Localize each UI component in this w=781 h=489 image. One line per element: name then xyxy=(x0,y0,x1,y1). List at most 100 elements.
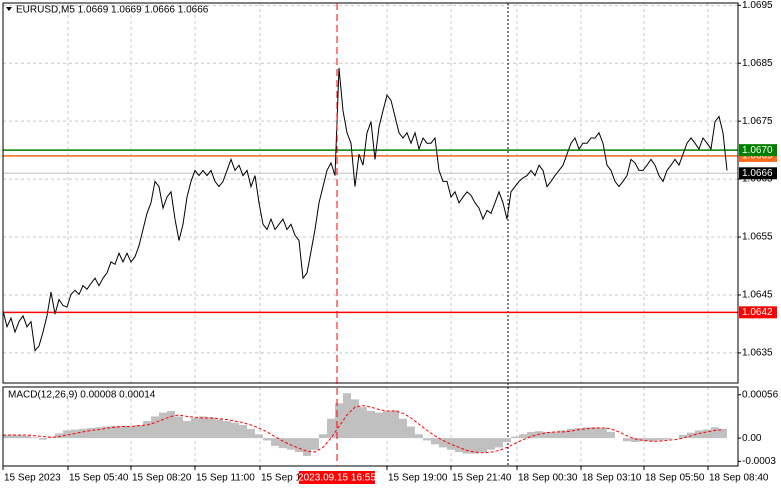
histogram-bar xyxy=(631,438,639,442)
histogram-bar xyxy=(399,418,407,439)
histogram-bar xyxy=(231,422,239,439)
histogram-bar xyxy=(55,433,63,439)
histogram-bar xyxy=(143,421,151,439)
y-tick-label: 1.0695 xyxy=(742,0,773,11)
y-tick-label: 1.0655 xyxy=(742,232,773,243)
cursor-label: 2023.09.15 16:55 xyxy=(298,473,376,484)
x-tick-label: 15 Sep 13:40 xyxy=(261,473,321,484)
y-tick-label: 1.0635 xyxy=(742,348,773,359)
histogram-bar xyxy=(23,435,31,439)
histogram-bar xyxy=(95,427,103,439)
title-icon xyxy=(6,7,12,11)
y-tick-label: -0.0003 xyxy=(742,456,776,467)
histogram-bar xyxy=(351,399,359,439)
y-tick-label: 1.0685 xyxy=(742,58,773,69)
histogram-bar xyxy=(439,438,447,448)
x-tick-label: 15 Sep 05:40 xyxy=(69,473,129,484)
histogram-bar xyxy=(223,421,231,439)
histogram-bar xyxy=(463,438,471,454)
histogram-bar xyxy=(599,428,607,439)
histogram-bar xyxy=(359,407,367,439)
level-label-box xyxy=(739,144,777,157)
histogram-bar xyxy=(423,438,431,441)
histogram-bar xyxy=(215,419,223,439)
histogram-bar xyxy=(47,437,55,439)
histogram-bar xyxy=(511,436,519,439)
histogram-bar xyxy=(431,438,439,445)
histogram-bar xyxy=(527,431,535,439)
histogram-bar xyxy=(367,411,375,439)
histogram-bar xyxy=(623,438,631,442)
histogram-bar xyxy=(503,438,511,442)
cursor-label-box xyxy=(299,471,375,484)
x-tick-label: 15 Sep 19:00 xyxy=(388,473,448,484)
histogram-bar xyxy=(103,426,111,439)
histogram-bar xyxy=(79,428,87,439)
histogram-bar xyxy=(167,411,175,439)
histogram-bar xyxy=(255,434,263,439)
histogram-bar xyxy=(711,427,719,439)
histogram-bar xyxy=(303,438,311,456)
indicator-title: MACD(12,26,9) 0.00008 0.00014 xyxy=(8,390,156,401)
histogram-bar xyxy=(151,416,159,439)
histogram-bar xyxy=(479,438,487,453)
histogram-bar xyxy=(87,428,95,439)
histogram-bar xyxy=(135,424,143,439)
histogram-bar xyxy=(7,435,15,439)
histogram-bar xyxy=(647,438,655,442)
x-tick-label: 15 Sep 21:40 xyxy=(452,473,512,484)
histogram-bar xyxy=(279,438,287,449)
histogram-bar xyxy=(247,428,255,439)
level-label-box xyxy=(739,306,777,319)
histogram-bar xyxy=(207,417,215,439)
x-tick-label: 18 Sep 03:10 xyxy=(582,473,642,484)
histogram-bar xyxy=(63,430,71,439)
y-tick-label: 0.00056 xyxy=(742,389,779,400)
panel-frame xyxy=(2,386,739,467)
histogram-bar xyxy=(447,438,455,450)
chart-title: EURUSD,M5 1.0669 1.0669 1.0666 1.0666 xyxy=(16,5,209,16)
histogram-bar xyxy=(487,438,495,450)
histogram-bar xyxy=(583,427,591,439)
histogram-bar xyxy=(639,438,647,442)
histogram-bar xyxy=(31,437,39,439)
histogram-bar xyxy=(415,434,423,439)
histogram-bar xyxy=(607,431,615,439)
histogram-bar xyxy=(679,435,687,439)
x-tick-label: 15 Sep 2023 xyxy=(4,473,61,484)
histogram-bar xyxy=(655,438,663,441)
histogram-bar xyxy=(287,438,295,450)
histogram-bar xyxy=(719,428,727,439)
x-tick-label: 15 Sep 11:00 xyxy=(196,473,255,484)
y-tick-label: 1.0675 xyxy=(742,116,773,127)
histogram-bar xyxy=(335,403,343,439)
histogram-bar xyxy=(39,438,47,440)
histogram-bar xyxy=(559,430,567,439)
histogram-bar xyxy=(183,421,191,439)
level-label: 1.0670 xyxy=(742,145,773,156)
histogram-bar xyxy=(407,426,415,439)
histogram-bar xyxy=(383,411,391,439)
level-label: 1.0666 xyxy=(742,168,773,179)
histogram-bar xyxy=(127,426,135,439)
histogram-bar xyxy=(191,417,199,439)
histogram-bar xyxy=(3,435,7,439)
histogram-bar xyxy=(391,410,399,439)
histogram-bar xyxy=(311,438,319,450)
histogram-bar xyxy=(239,424,247,439)
level-label-box xyxy=(739,167,777,180)
panel-frame xyxy=(2,2,739,384)
level-label: 1.0642 xyxy=(742,307,773,318)
y-tick-label: 1.0645 xyxy=(742,290,773,301)
histogram-bar xyxy=(199,416,207,439)
histogram-bar xyxy=(519,434,527,439)
histogram-bar xyxy=(455,438,463,453)
x-tick-label: 15 Sep 08:20 xyxy=(132,473,192,484)
histogram-bar xyxy=(295,438,303,453)
histogram-bar xyxy=(327,418,335,439)
y-tick-label: 0.00 xyxy=(742,433,762,444)
histogram-bar xyxy=(119,425,127,439)
